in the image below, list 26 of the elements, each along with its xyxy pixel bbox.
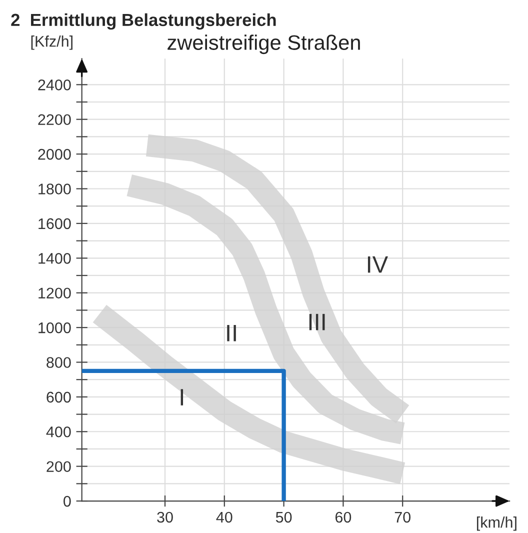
y-tick-label: 2200: [38, 114, 71, 126]
y-tick-label: 1600: [38, 218, 71, 230]
annotation: III: [309, 314, 325, 330]
y-tick-label: 1400: [38, 253, 71, 264]
x-tick-label: 40: [216, 512, 232, 523]
chart-subtitle: zweistreifige Straßen: [168, 34, 360, 54]
x-tick-label: 60: [335, 512, 352, 523]
x-axis-title: [km/h]: [476, 516, 516, 531]
y-tick-label: 1000: [38, 322, 71, 334]
chart-title: 2 Ermittlung Belastungsbereich: [11, 13, 276, 30]
y-axis-title: [Kfz/h]: [31, 36, 72, 50]
y-tick-label: 600: [46, 392, 71, 403]
y-tick-label: 800: [46, 357, 71, 368]
annotation: I: [180, 389, 184, 406]
annotation: IV: [368, 256, 388, 273]
x-tick-label: 30: [157, 512, 173, 523]
y-tick-label: 400: [46, 426, 71, 438]
y-tick-label: 2000: [38, 148, 71, 160]
annotation: II: [227, 324, 236, 342]
y-tick-label: 1800: [38, 184, 71, 194]
y-tick-label: 200: [46, 461, 71, 472]
y-tick-label: 0: [64, 496, 71, 507]
y-tick-label: 1200: [38, 288, 71, 299]
x-tick-label: 50: [276, 512, 292, 523]
y-tick-label: 2400: [38, 80, 71, 90]
x-tick-label: 70: [394, 512, 410, 523]
